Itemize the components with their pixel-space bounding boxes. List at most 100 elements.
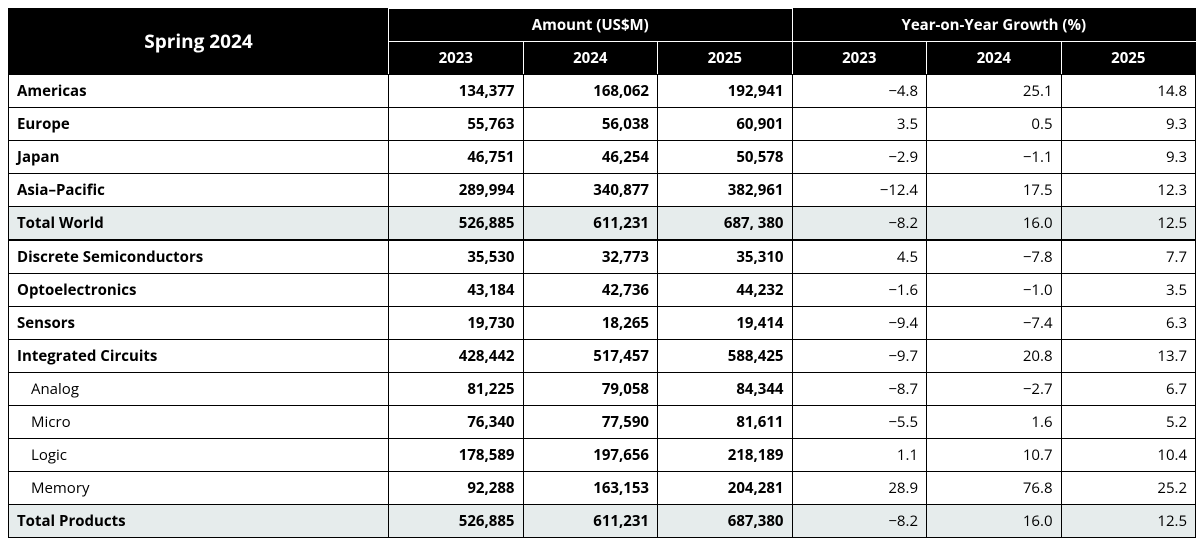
amount-cell: 611,231 <box>523 505 658 538</box>
amount-cell: 192,941 <box>658 75 793 108</box>
growth-cell: 9.3 <box>1061 108 1196 141</box>
row-label: Optoelectronics <box>9 274 389 307</box>
row-label: Sensors <box>9 307 389 340</box>
table-row: Europe55,76356,03860,9013.50.59.3 <box>9 108 1196 141</box>
amount-cell: 687,380 <box>658 505 793 538</box>
growth-cell: −9.4 <box>792 307 927 340</box>
amount-cell: 526,885 <box>389 207 524 241</box>
amount-cell: 55,763 <box>389 108 524 141</box>
table-row: Analog81,22579,05884,344−8.7−2.76.7 <box>9 373 1196 406</box>
growth-cell: 14.8 <box>1061 75 1196 108</box>
growth-cell: −2.9 <box>792 141 927 174</box>
growth-cell: 12.5 <box>1061 207 1196 241</box>
table-row: Integrated Circuits428,442517,457588,425… <box>9 340 1196 373</box>
amount-cell: 163,153 <box>523 472 658 505</box>
amount-cell: 81,611 <box>658 406 793 439</box>
growth-cell: 10.4 <box>1061 439 1196 472</box>
row-label: Asia–Pacific <box>9 174 389 207</box>
growth-cell: −2.7 <box>927 373 1062 406</box>
table-row: Logic178,589197,656218,1891.110.710.4 <box>9 439 1196 472</box>
row-label: Logic <box>9 439 389 472</box>
col-growth-2024: 2024 <box>927 42 1062 75</box>
amount-cell: 340,877 <box>523 174 658 207</box>
amount-cell: 46,254 <box>523 141 658 174</box>
amount-cell: 18,265 <box>523 307 658 340</box>
amount-cell: 35,530 <box>389 240 524 274</box>
amount-cell: 611,231 <box>523 207 658 241</box>
amount-cell: 43,184 <box>389 274 524 307</box>
amount-cell: 517,457 <box>523 340 658 373</box>
table-title: Spring 2024 <box>9 9 389 75</box>
col-amount-2023: 2023 <box>389 42 524 75</box>
amount-cell: 92,288 <box>389 472 524 505</box>
growth-cell: 5.2 <box>1061 406 1196 439</box>
growth-cell: −1.6 <box>792 274 927 307</box>
col-growth-2025: 2025 <box>1061 42 1196 75</box>
table-row: Total World526,885611,231687, 380−8.216.… <box>9 207 1196 241</box>
growth-cell: 12.3 <box>1061 174 1196 207</box>
table-row: Total Products526,885611,231687,380−8.21… <box>9 505 1196 538</box>
growth-cell: 10.7 <box>927 439 1062 472</box>
amount-cell: 687, 380 <box>658 207 793 241</box>
amount-cell: 428,442 <box>389 340 524 373</box>
row-label: Analog <box>9 373 389 406</box>
row-label: Total World <box>9 207 389 241</box>
table-row: Discrete Semiconductors35,53032,77335,31… <box>9 240 1196 274</box>
growth-cell: −8.2 <box>792 505 927 538</box>
growth-cell: 3.5 <box>792 108 927 141</box>
growth-cell: 28.9 <box>792 472 927 505</box>
amount-cell: 218,189 <box>658 439 793 472</box>
table-row: Micro76,34077,59081,611−5.51.65.2 <box>9 406 1196 439</box>
amount-cell: 77,590 <box>523 406 658 439</box>
growth-cell: 7.7 <box>1061 240 1196 274</box>
amount-cell: 60,901 <box>658 108 793 141</box>
amount-cell: 197,656 <box>523 439 658 472</box>
growth-cell: 12.5 <box>1061 505 1196 538</box>
growth-cell: 16.0 <box>927 207 1062 241</box>
growth-cell: 20.8 <box>927 340 1062 373</box>
table-row: Optoelectronics43,18442,73644,232−1.6−1.… <box>9 274 1196 307</box>
col-group-growth: Year-on-Year Growth (%) <box>792 9 1196 42</box>
growth-cell: 0.5 <box>927 108 1062 141</box>
amount-cell: 526,885 <box>389 505 524 538</box>
growth-cell: 6.7 <box>1061 373 1196 406</box>
amount-cell: 588,425 <box>658 340 793 373</box>
table-header: Spring 2024 Amount (US$M) Year-on-Year G… <box>9 9 1196 75</box>
growth-cell: 6.3 <box>1061 307 1196 340</box>
row-label: Total Products <box>9 505 389 538</box>
amount-cell: 81,225 <box>389 373 524 406</box>
growth-cell: 9.3 <box>1061 141 1196 174</box>
amount-cell: 56,038 <box>523 108 658 141</box>
amount-cell: 46,751 <box>389 141 524 174</box>
growth-cell: 3.5 <box>1061 274 1196 307</box>
forecast-table: Spring 2024 Amount (US$M) Year-on-Year G… <box>8 8 1196 538</box>
row-label: Micro <box>9 406 389 439</box>
amount-cell: 50,578 <box>658 141 793 174</box>
col-amount-2025: 2025 <box>658 42 793 75</box>
col-growth-2023: 2023 <box>792 42 927 75</box>
amount-cell: 35,310 <box>658 240 793 274</box>
table-row: Americas134,377168,062192,941−4.825.114.… <box>9 75 1196 108</box>
growth-cell: 1.6 <box>927 406 1062 439</box>
table-row: Asia–Pacific289,994340,877382,961−12.417… <box>9 174 1196 207</box>
growth-cell: −8.2 <box>792 207 927 241</box>
amount-cell: 382,961 <box>658 174 793 207</box>
row-label: Memory <box>9 472 389 505</box>
amount-cell: 204,281 <box>658 472 793 505</box>
growth-cell: −1.1 <box>927 141 1062 174</box>
amount-cell: 76,340 <box>389 406 524 439</box>
growth-cell: −7.8 <box>927 240 1062 274</box>
amount-cell: 289,994 <box>389 174 524 207</box>
growth-cell: −5.5 <box>792 406 927 439</box>
amount-cell: 79,058 <box>523 373 658 406</box>
growth-cell: 13.7 <box>1061 340 1196 373</box>
row-label: Japan <box>9 141 389 174</box>
col-group-amount: Amount (US$M) <box>389 9 793 42</box>
growth-cell: 16.0 <box>927 505 1062 538</box>
amount-cell: 19,730 <box>389 307 524 340</box>
amount-cell: 32,773 <box>523 240 658 274</box>
growth-cell: 25.2 <box>1061 472 1196 505</box>
growth-cell: −12.4 <box>792 174 927 207</box>
growth-cell: 76.8 <box>927 472 1062 505</box>
table-row: Japan46,75146,25450,578−2.9−1.19.3 <box>9 141 1196 174</box>
